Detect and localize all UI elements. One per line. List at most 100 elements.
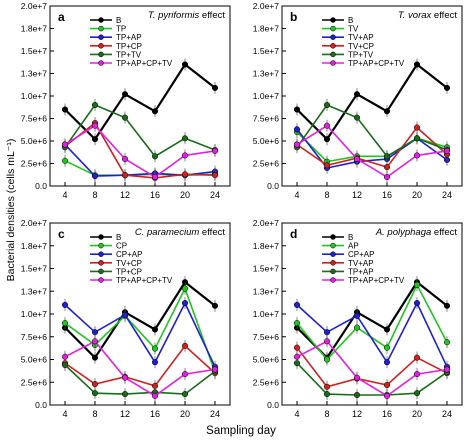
series-line-AP xyxy=(296,283,448,361)
data-point xyxy=(413,135,421,142)
panel-title: A. polyphaga effect xyxy=(375,227,458,238)
panel-letter: c xyxy=(58,227,65,241)
data-point xyxy=(293,126,301,133)
x-tick-label: 20 xyxy=(180,409,190,419)
x-tick-label: 4 xyxy=(62,409,67,419)
y-tick-label: 0.0 xyxy=(35,181,47,191)
y-tick-label: 0.0 xyxy=(267,181,279,191)
data-point xyxy=(181,391,189,398)
legend-marker xyxy=(98,25,104,32)
data-point xyxy=(323,136,331,143)
x-tick-label: 16 xyxy=(150,409,160,419)
x-tick-label: 20 xyxy=(412,190,422,200)
data-point xyxy=(383,326,391,333)
y-tick-label: 7.5e+6 xyxy=(253,332,280,342)
legend-marker xyxy=(330,277,336,283)
data-point xyxy=(91,354,99,361)
series-line-TP+AP+CP+TV xyxy=(64,340,216,397)
legend-marker xyxy=(330,60,336,66)
y-tick-label: 2.5e+6 xyxy=(21,159,48,169)
data-point xyxy=(181,152,189,159)
data-point xyxy=(413,371,421,378)
data-point xyxy=(443,366,451,373)
x-tick-label: 12 xyxy=(120,409,130,419)
data-point xyxy=(413,281,421,288)
data-point xyxy=(151,326,159,333)
x-axis-title: Sampling day xyxy=(206,425,276,437)
y-tick-label: 7.5e+6 xyxy=(253,114,280,124)
data-point xyxy=(211,84,219,91)
x-tick-label: 8 xyxy=(92,409,97,419)
series-line-TV+AP xyxy=(296,347,448,388)
legend-marker xyxy=(330,242,336,249)
data-point xyxy=(413,354,421,361)
legend-label: CP+AP xyxy=(348,250,374,259)
y-tick-label: 7.5e+6 xyxy=(21,114,48,124)
x-tick-label: 4 xyxy=(62,190,67,200)
data-point xyxy=(61,141,69,148)
data-point xyxy=(211,366,219,373)
data-point xyxy=(443,339,451,346)
data-point xyxy=(293,320,301,327)
data-point xyxy=(353,91,361,98)
y-tick-label: 7.5e+6 xyxy=(21,332,48,342)
x-tick-label: 12 xyxy=(352,409,362,419)
data-point xyxy=(61,106,69,113)
y-tick-label: 2.5e+6 xyxy=(21,377,48,387)
data-point xyxy=(181,371,189,378)
data-point xyxy=(211,147,219,154)
legend-marker xyxy=(330,17,336,23)
legend-label: TV+CP xyxy=(116,259,142,268)
y-tick-label: 1.3e+7 xyxy=(21,286,48,296)
y-tick-label: 5.0e+6 xyxy=(21,355,48,365)
data-point xyxy=(323,356,331,363)
data-point xyxy=(61,320,69,327)
data-point xyxy=(353,155,361,163)
x-tick-label: 4 xyxy=(294,409,299,419)
legend-marker xyxy=(330,251,336,257)
legend-marker xyxy=(98,268,104,275)
legend-marker xyxy=(98,251,104,257)
y-tick-label: 1.5e+7 xyxy=(253,264,280,274)
series-line-TV+CP xyxy=(64,344,216,387)
legend-marker xyxy=(330,234,336,240)
series-line-TP+TV xyxy=(64,104,216,158)
legend-label: TP+AP+CP+TV xyxy=(116,276,173,285)
data-point xyxy=(121,155,129,163)
data-point xyxy=(151,359,159,366)
data-point xyxy=(293,353,301,360)
legend-label: TP+AP+CP+TV xyxy=(116,59,173,68)
y-tick-label: 2.0e+7 xyxy=(21,1,48,11)
data-point xyxy=(121,114,129,121)
legend-label: TV xyxy=(348,25,359,34)
y-tick-label: 1.5e+7 xyxy=(21,264,48,274)
legend-marker xyxy=(98,60,104,66)
legend-label: TV+AP xyxy=(348,33,374,42)
panel-title: C. paramecium effect xyxy=(135,227,225,238)
data-point xyxy=(353,374,361,381)
panel-c: 0.0 2.5e+6 5.0e+6 7.5e+6 1.0e+7 1.3e+7 1.5e+7 1… xyxy=(21,218,231,419)
legend-label: TP+AP+CP+TV xyxy=(348,59,405,68)
legend-label: TP+CP xyxy=(116,42,142,51)
legend-label: TV+CP xyxy=(348,42,374,51)
data-point xyxy=(353,391,361,399)
data-point xyxy=(383,164,391,171)
x-tick-label: 4 xyxy=(294,190,299,200)
legend-label: B xyxy=(116,233,121,242)
legend-label: TP+AP xyxy=(116,33,142,42)
data-point xyxy=(443,147,451,154)
legend-label: TP+AP xyxy=(348,267,374,276)
y-tick-label: 1.8e+7 xyxy=(21,24,48,34)
y-tick-label: 2.0e+7 xyxy=(253,1,280,11)
series-line-TP+AP+CP+TV xyxy=(296,124,448,178)
legend-marker xyxy=(98,242,104,249)
data-point xyxy=(443,84,451,91)
y-tick-label: 5.0e+6 xyxy=(253,355,280,365)
legend-label: AP xyxy=(348,242,359,251)
series-line-B xyxy=(64,280,216,360)
y-tick-label: 1.0e+7 xyxy=(21,309,48,319)
x-tick-label: 16 xyxy=(382,190,392,200)
legend-marker xyxy=(330,34,336,40)
data-point xyxy=(151,173,159,181)
